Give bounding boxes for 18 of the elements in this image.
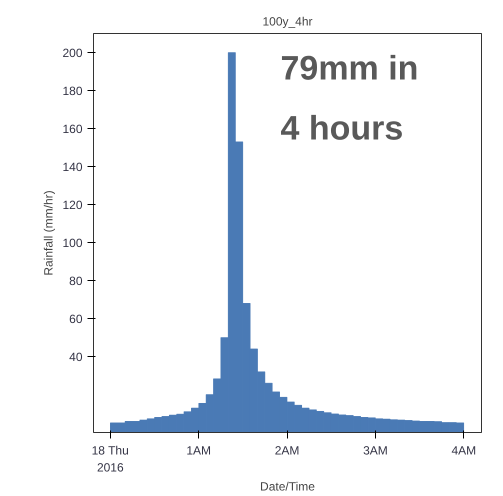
y-tick-label: 40 xyxy=(69,350,83,364)
y-tick-label: 80 xyxy=(69,274,83,288)
y-tick-label: 60 xyxy=(69,312,83,326)
x-tick-label: 1AM xyxy=(186,444,212,458)
y-tick-label: 160 xyxy=(62,122,83,136)
y-tick-label: 140 xyxy=(62,160,83,174)
x-tick-label: 18 Thu 2016 xyxy=(92,444,129,474)
x-tick-label: 2AM xyxy=(274,444,300,458)
x-tick-label: 3AM xyxy=(363,444,388,458)
y-tick-label: 200 xyxy=(62,46,83,60)
y-tick-label: 120 xyxy=(62,198,83,212)
x-tick-label: 4AM xyxy=(451,444,476,458)
y-tick-label: 180 xyxy=(62,84,83,98)
annotation: 79mm in 4 hours xyxy=(280,50,418,148)
x-axis-title: Date/Time xyxy=(260,479,316,494)
y-tick-label: 100 xyxy=(62,236,83,250)
chart-title: 100y_4hr xyxy=(262,14,313,28)
y-axis-title: Rainfall (mm/hr) xyxy=(41,190,56,276)
